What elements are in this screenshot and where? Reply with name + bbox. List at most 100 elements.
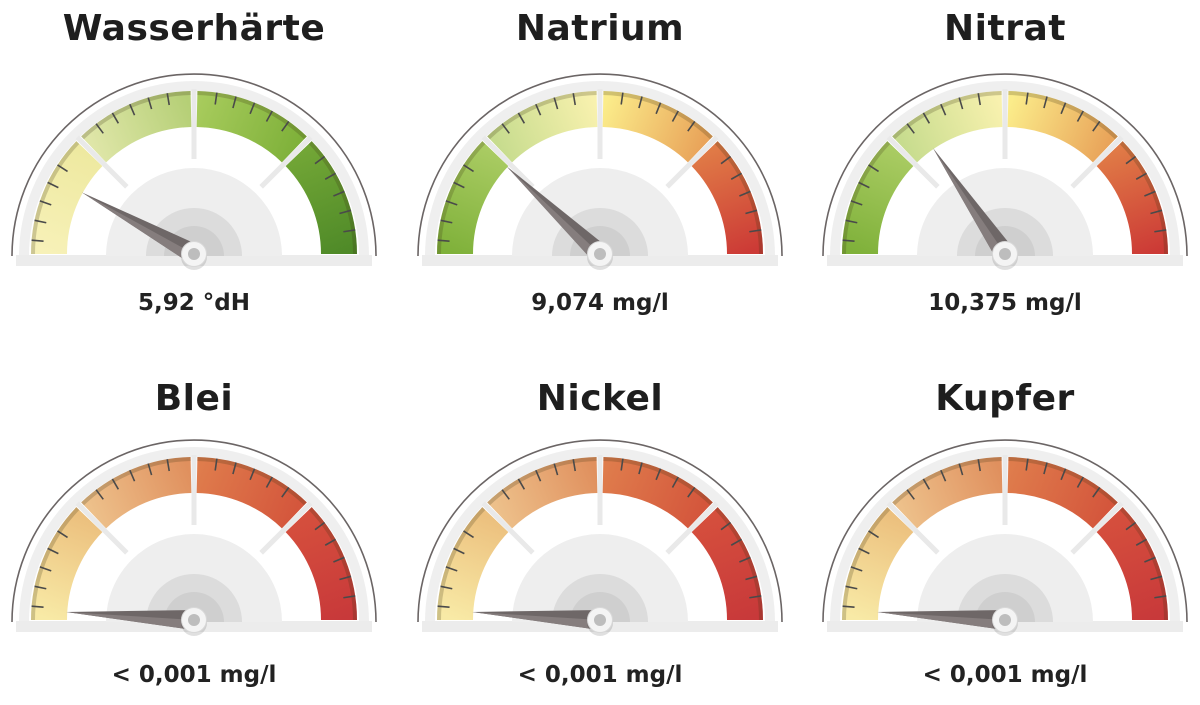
- segment-separator: [886, 135, 940, 189]
- tick-mark: [1144, 190, 1156, 197]
- needle-highlight: [81, 192, 194, 263]
- tick-mark: [437, 605, 450, 608]
- segment-separator: [886, 501, 940, 555]
- tick-mark: [31, 239, 44, 242]
- tick-mark: [147, 97, 153, 110]
- tick-mark: [453, 181, 465, 189]
- tick-mark: [1150, 575, 1163, 581]
- needle-highlight: [933, 148, 1005, 260]
- segment-separator: [1070, 501, 1124, 555]
- gauge-svg: [11, 73, 377, 270]
- gauge-segment-1: [842, 507, 914, 620]
- gauge-segment-2: [892, 91, 1003, 163]
- segment-separator: [665, 135, 719, 189]
- tick-mark: [671, 476, 679, 488]
- tick-mark: [339, 209, 352, 215]
- gauge-segment-4: [1096, 141, 1168, 254]
- tick-mark: [440, 219, 453, 224]
- tick-mark: [842, 239, 855, 242]
- tick-mark: [314, 155, 326, 165]
- gauge-value-label: < 0,001 mg/l: [517, 662, 683, 688]
- gauge-segment-4: [1096, 507, 1168, 620]
- tick-mark: [1092, 486, 1101, 498]
- tick-mark: [129, 469, 136, 482]
- gauge-segment-1: [437, 507, 509, 620]
- gauge-segment-1: [842, 141, 914, 254]
- tick-mark: [739, 190, 751, 197]
- tick-mark: [638, 96, 643, 109]
- gauge-value-label: < 0,001 mg/l: [922, 662, 1088, 688]
- tick-mark: [1076, 476, 1084, 488]
- tick-mark: [977, 93, 982, 106]
- needle-highlight: [877, 611, 1005, 630]
- tick-mark: [343, 595, 356, 599]
- segment-separator: [481, 135, 535, 189]
- gauge-title: Blei: [154, 378, 234, 419]
- gauge: [805, 430, 1200, 670]
- tick-mark: [1135, 538, 1148, 546]
- tick-mark: [517, 478, 526, 490]
- tick-mark: [535, 469, 542, 482]
- gauge-segment-4: [285, 141, 357, 254]
- tick-mark: [1144, 556, 1156, 563]
- tick-mark: [745, 575, 758, 581]
- tick-mark: [453, 547, 465, 555]
- tick-mark: [343, 229, 356, 233]
- tick-mark: [214, 458, 218, 471]
- tick-mark: [720, 521, 732, 531]
- gauge-value-label: < 0,001 mg/l: [111, 662, 277, 688]
- gauge-value-label: 9,074 mg/l: [531, 290, 669, 316]
- outer-arc: [11, 439, 377, 623]
- tick-mark: [265, 110, 273, 122]
- tick-mark: [440, 585, 453, 590]
- tick-mark: [129, 103, 136, 116]
- tick-mark: [1060, 468, 1067, 481]
- gauge-segment-4: [691, 141, 763, 254]
- tick-mark: [57, 164, 68, 173]
- tick-mark: [1025, 92, 1029, 105]
- tick-mark: [111, 112, 120, 124]
- gauge-segment-2: [487, 91, 598, 163]
- gauge-svg: [822, 73, 1188, 270]
- tick-mark: [868, 164, 879, 173]
- tick-mark: [535, 103, 542, 116]
- gauge-title: Wasserhärte: [62, 8, 326, 49]
- tick-mark: [906, 123, 915, 134]
- gauge-segment-4: [285, 507, 357, 620]
- tick-mark: [745, 209, 758, 215]
- tick-mark: [940, 469, 947, 482]
- tick-mark: [517, 112, 526, 124]
- tick-mark: [687, 120, 696, 132]
- hub-center: [188, 614, 200, 626]
- gauge-segment-3: [1007, 457, 1118, 529]
- gauge-segment-1: [31, 507, 103, 620]
- tick-mark: [501, 123, 510, 134]
- tick-mark: [111, 478, 120, 490]
- tick-mark: [1125, 521, 1137, 531]
- hub-center: [188, 248, 200, 260]
- tick-mark: [445, 566, 458, 572]
- needle-highlight: [506, 166, 600, 262]
- gauge-segment-2: [81, 457, 192, 529]
- tick-mark: [39, 566, 52, 572]
- tick-mark: [324, 172, 337, 180]
- tick-mark: [232, 462, 237, 475]
- tick-mark: [922, 478, 931, 490]
- tick-mark: [850, 566, 863, 572]
- tick-mark: [620, 458, 624, 471]
- tick-mark: [720, 155, 732, 165]
- gauge-title: Kupfer: [935, 378, 1075, 419]
- tick-mark: [47, 547, 59, 555]
- segment-separator: [75, 135, 129, 189]
- tick-mark: [749, 595, 762, 599]
- tick-mark: [281, 486, 290, 498]
- gauge-title: Nickel: [536, 378, 664, 419]
- tick-mark: [1092, 120, 1101, 132]
- tick-mark: [739, 556, 751, 563]
- outer-arc: [11, 73, 377, 257]
- outer-arc: [417, 73, 783, 257]
- tick-mark: [249, 468, 256, 481]
- tick-mark: [34, 219, 47, 224]
- tick-mark: [1043, 462, 1048, 475]
- tick-mark: [858, 181, 870, 189]
